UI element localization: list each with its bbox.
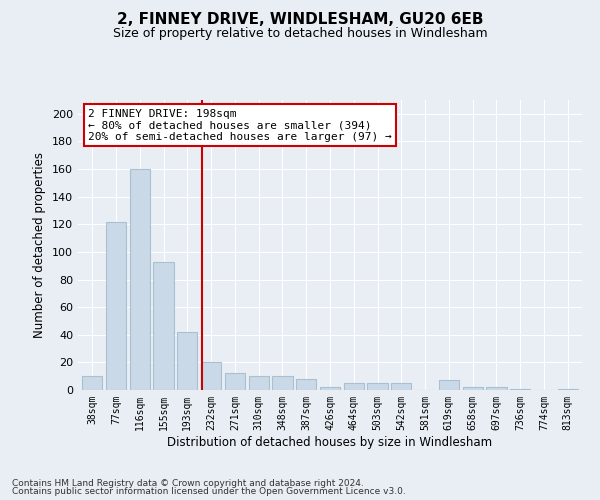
Bar — [201, 362, 221, 390]
Bar — [82, 376, 103, 390]
Text: Contains HM Land Registry data © Crown copyright and database right 2024.: Contains HM Land Registry data © Crown c… — [12, 478, 364, 488]
Text: Contains public sector information licensed under the Open Government Licence v3: Contains public sector information licen… — [12, 488, 406, 496]
Bar — [248, 376, 269, 390]
Bar — [130, 169, 150, 390]
Bar — [225, 374, 245, 390]
Bar — [439, 380, 459, 390]
Bar — [177, 332, 197, 390]
Text: 2, FINNEY DRIVE, WINDLESHAM, GU20 6EB: 2, FINNEY DRIVE, WINDLESHAM, GU20 6EB — [117, 12, 483, 28]
Bar — [510, 388, 530, 390]
Bar — [272, 376, 293, 390]
Bar — [557, 388, 578, 390]
Bar — [320, 387, 340, 390]
Bar — [487, 387, 506, 390]
Bar — [296, 379, 316, 390]
Bar — [463, 387, 483, 390]
Bar — [344, 383, 364, 390]
Bar — [106, 222, 126, 390]
Text: 2 FINNEY DRIVE: 198sqm
← 80% of detached houses are smaller (394)
20% of semi-de: 2 FINNEY DRIVE: 198sqm ← 80% of detached… — [88, 108, 392, 142]
Bar — [391, 383, 412, 390]
Bar — [154, 262, 173, 390]
Text: Size of property relative to detached houses in Windlesham: Size of property relative to detached ho… — [113, 28, 487, 40]
Y-axis label: Number of detached properties: Number of detached properties — [34, 152, 46, 338]
X-axis label: Distribution of detached houses by size in Windlesham: Distribution of detached houses by size … — [167, 436, 493, 448]
Bar — [367, 383, 388, 390]
